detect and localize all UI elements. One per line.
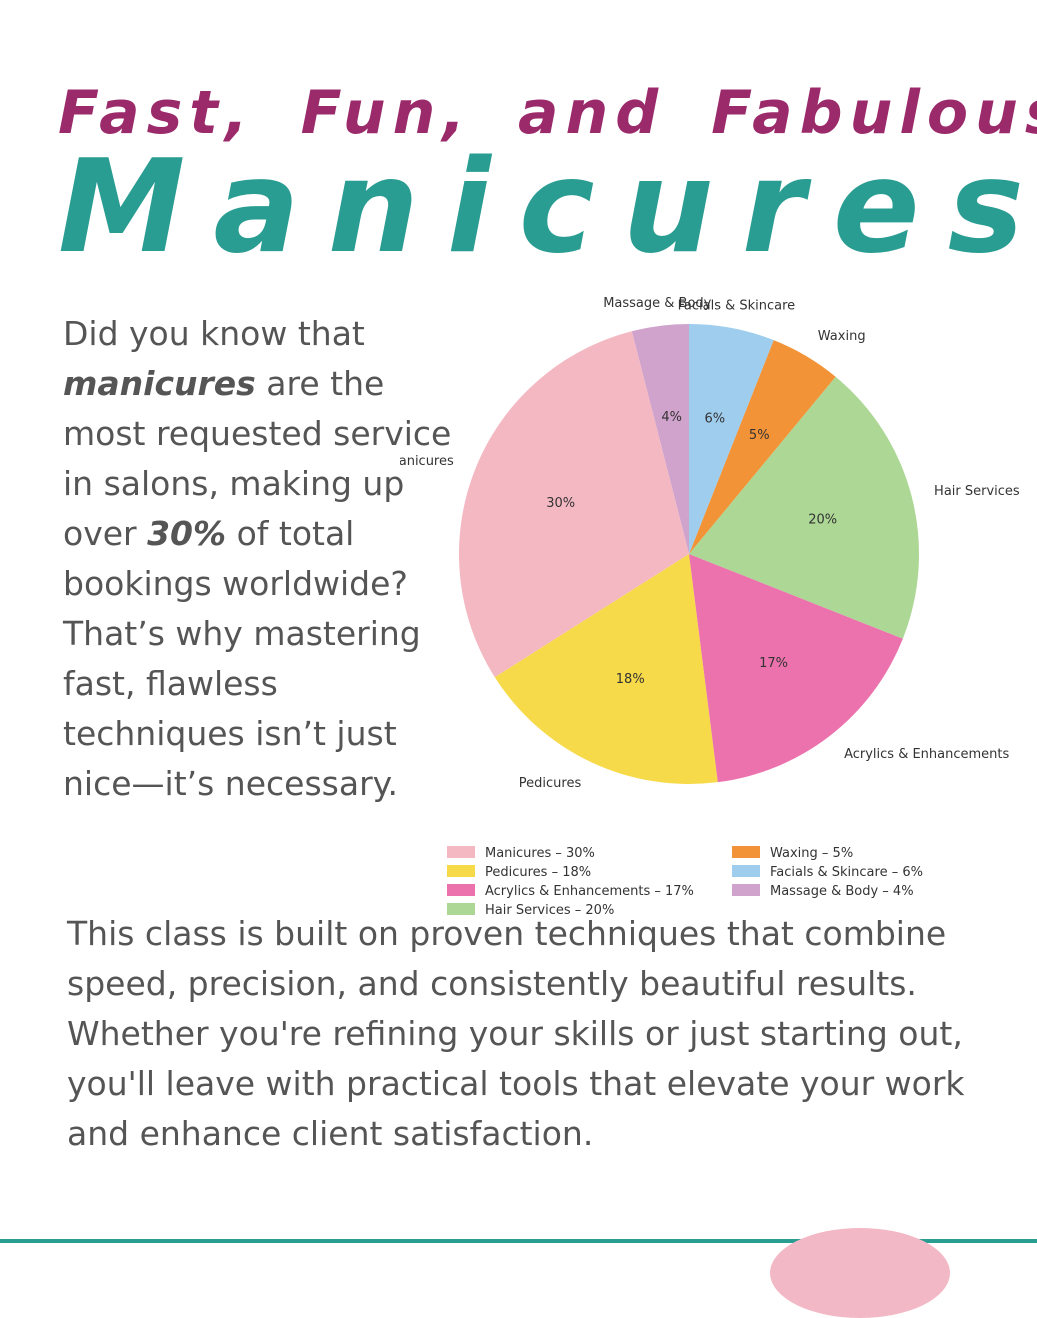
pie-pct-label-pedicures: 18% <box>616 672 645 687</box>
pie-slice-waxing <box>689 340 836 554</box>
pie-label-acrylics-and-enhancements: Acrylics & Enhancements <box>844 747 1009 762</box>
pie-pct-label-manicures: 30% <box>546 496 575 511</box>
pie-pct-label-hair-services: 20% <box>808 513 837 528</box>
pie-slice-manicures <box>458 331 689 678</box>
pie-label-hair-services: Hair Services <box>934 484 1020 499</box>
pie-pct-label-waxing: 5% <box>749 428 770 443</box>
class-description: This class is built on proven techniques… <box>67 914 965 1153</box>
pie-slice-acrylics-and-enhancements <box>689 554 903 783</box>
legend-label-massage-and-body: Massage & Body – 4% <box>770 884 914 899</box>
decorative-circle <box>770 1228 950 1318</box>
pie-slice-pedicures <box>494 554 718 784</box>
services-pie-chart: 4% 30% 18% 17% 20% 5% 6% Massage & Body Manicur… <box>400 296 1020 918</box>
intro-emphasis-manicures: manicures <box>63 364 256 403</box>
intro-paragraph: Did you know that manicures are the most… <box>63 309 463 809</box>
bottom-divider <box>0 1239 1037 1243</box>
pie-pct-label-acrylics-and-enhancements: 17% <box>759 656 788 671</box>
legend-swatch-facials-and-skincare <box>732 865 760 877</box>
pie-label-massage-and-body: Massage & Body <box>603 296 711 311</box>
intro-text-2: are the most requested service in salons… <box>63 364 452 553</box>
intro-text-1: Did you know that <box>63 314 365 353</box>
page-title: Manicures <box>58 133 1037 282</box>
pie-label-waxing: Waxing <box>818 329 866 344</box>
pie-label-facials-and-skincare: Facials & Skincare <box>678 298 796 313</box>
legend-swatch-manicures <box>447 846 475 858</box>
legend-label-acrylics-and-enhancements: Acrylics & Enhancements – 17% <box>485 884 694 899</box>
legend-swatch-massage-and-body <box>732 884 760 896</box>
pie-slice-massage-and-body <box>631 324 689 554</box>
legend-swatch-hair-services <box>447 903 475 915</box>
pie-pct-label-massage-and-body: 4% <box>661 410 682 425</box>
pie-slice-facials-and-skincare <box>689 324 774 554</box>
intro-text-3: of total bookings worldwide? That’s why … <box>63 514 421 803</box>
intro-emphasis-percent: 30% <box>147 514 227 553</box>
legend-label-pedicures: Pedicures – 18% <box>485 865 591 880</box>
legend-swatch-pedicures <box>447 865 475 877</box>
pie-label-pedicures: Pedicures <box>519 776 582 791</box>
pie-slice-hair-services <box>689 376 919 639</box>
legend-label-facials-and-skincare: Facials & Skincare – 6% <box>770 865 923 880</box>
pie-label-manicures: Manicures <box>400 454 454 469</box>
legend-swatch-waxing <box>732 846 760 858</box>
legend-label-manicures: Manicures – 30% <box>485 846 595 861</box>
legend-label-waxing: Waxing – 5% <box>770 846 853 861</box>
legend-swatch-acrylics-and-enhancements <box>447 884 475 896</box>
headline: Fast, Fun, and Fabulous <box>58 78 1037 148</box>
pie-pct-label-facials-and-skincare: 6% <box>705 411 726 426</box>
legend-label-hair-services: Hair Services – 20% <box>485 903 614 918</box>
